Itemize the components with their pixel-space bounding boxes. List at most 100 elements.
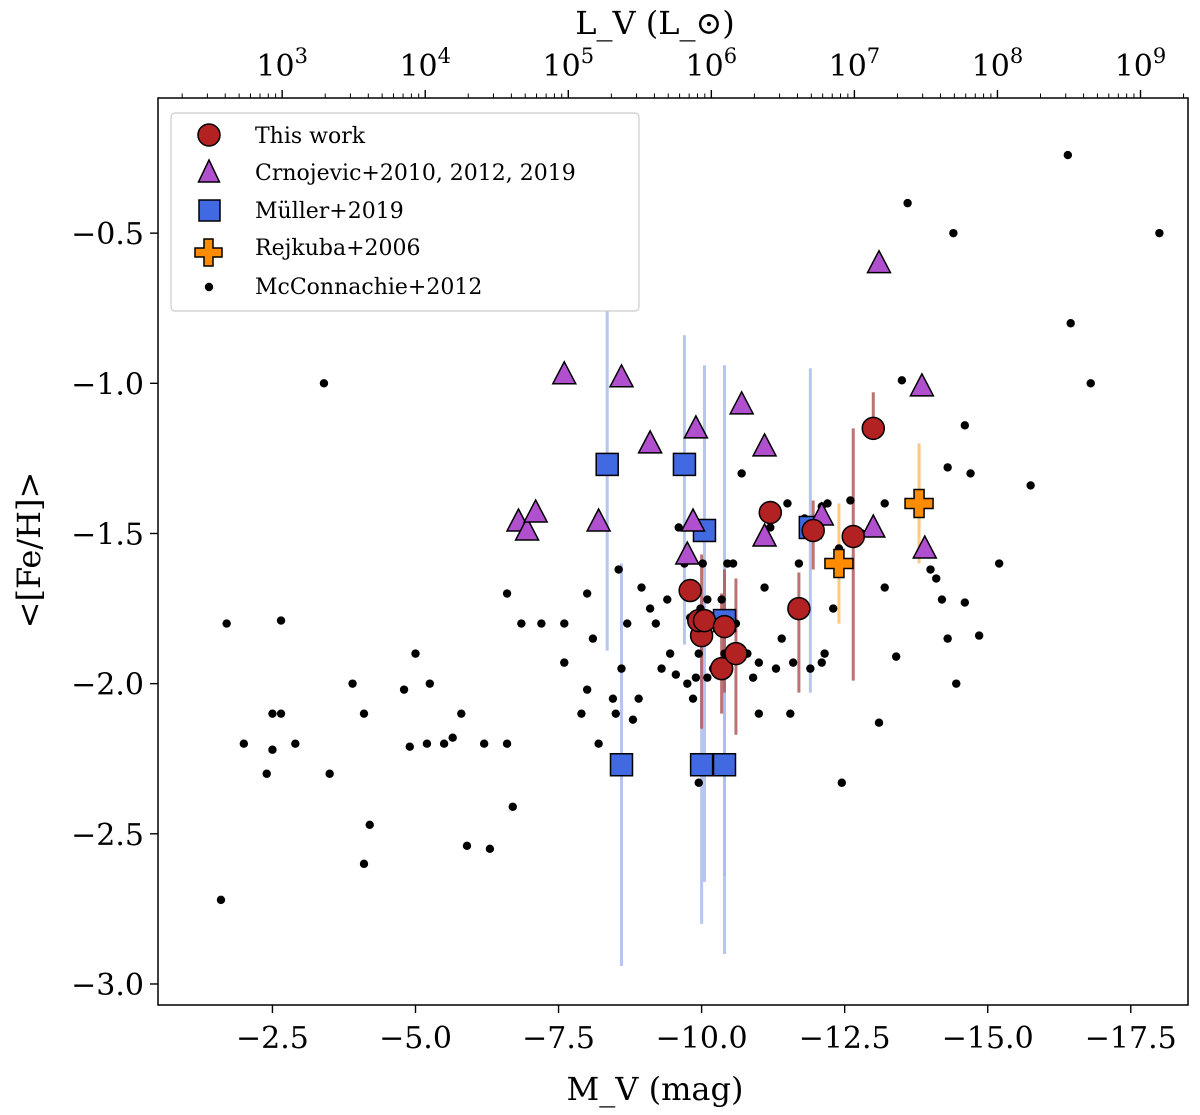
- point-mcconnachie: [502, 589, 512, 598]
- point-crnojevic: [680, 507, 706, 532]
- point-mcconnachie: [1026, 481, 1035, 490]
- point-mcconnachie: [359, 709, 369, 718]
- point-mcconnachie: [760, 583, 769, 592]
- point-rejkuba: [824, 548, 854, 579]
- point-mcconnachie: [508, 802, 517, 811]
- point-mcconnachie: [425, 679, 435, 688]
- x-tick-label: −10.0: [656, 1021, 748, 1056]
- point-crnojevic: [866, 249, 892, 274]
- point-mcconnachie: [239, 739, 249, 748]
- point-mcconnachie: [577, 709, 586, 718]
- point-mcconnachie: [837, 778, 847, 787]
- point-mcconnachie: [582, 685, 592, 694]
- point-mcconnachie: [754, 658, 764, 667]
- legend-label-crnojevic: Crnojevic+2010, 2012, 2019: [255, 161, 576, 186]
- legend-marker-muller: [198, 199, 221, 222]
- point-mcconnachie: [703, 673, 712, 682]
- point-mcconnachie: [932, 574, 941, 583]
- point-crnojevic: [522, 498, 549, 523]
- point-mcconnachie: [966, 469, 975, 478]
- y-tick-label: −2.0: [71, 668, 144, 703]
- top-tick-label: 106: [686, 44, 738, 84]
- point-mcconnachie: [698, 559, 707, 568]
- point-mcconnachie: [262, 769, 271, 778]
- point-crnojevic: [674, 540, 701, 565]
- point-mcconnachie: [949, 228, 958, 238]
- point-mcconnachie: [457, 709, 466, 718]
- top-tick-label: 104: [399, 44, 451, 84]
- point-mcconnachie: [874, 718, 884, 727]
- point-crnojevic: [909, 372, 935, 397]
- top-tick-label: 103: [256, 44, 308, 84]
- top-tick-exponent: 5: [581, 44, 594, 68]
- point-mcconnachie: [897, 376, 907, 385]
- point-mcconnachie: [891, 652, 901, 661]
- point-mcconnachie: [411, 649, 420, 658]
- legend-label-this-work: This work: [255, 124, 366, 149]
- point-mcconnachie: [608, 694, 618, 703]
- point-mcconnachie: [694, 778, 703, 787]
- y-axis-title: <[Fe/H]>: [10, 472, 48, 629]
- y-tick-label: −0.5: [71, 217, 144, 252]
- point-this-work: [712, 614, 737, 639]
- point-mcconnachie: [365, 820, 374, 830]
- point-mcconnachie: [222, 619, 231, 628]
- point-crnojevic: [683, 414, 709, 439]
- point-mcconnachie: [634, 694, 643, 703]
- point-this-work: [724, 641, 748, 666]
- point-mcconnachie: [359, 859, 369, 869]
- point-this-work: [709, 656, 734, 681]
- y-tick-label: −2.5: [71, 818, 144, 853]
- plot-frame: [157, 97, 1189, 1006]
- legend-label-muller: Müller+2019: [255, 199, 404, 224]
- series-crnojevic-2010-2012-2019: [505, 249, 938, 565]
- point-mcconnachie: [880, 583, 889, 592]
- point-mcconnachie: [645, 604, 655, 613]
- top-tick-label: 107: [829, 44, 881, 84]
- point-mcconnachie: [325, 769, 334, 778]
- x-tick-label: −15.0: [942, 1021, 1034, 1056]
- point-mcconnachie: [291, 739, 300, 748]
- data-points: [216, 150, 1164, 905]
- point-mcconnachie: [960, 598, 970, 607]
- point-this-work: [692, 608, 717, 633]
- point-mcconnachie: [276, 709, 286, 718]
- point-mcconnachie: [694, 649, 703, 658]
- point-mcconnachie: [405, 742, 414, 751]
- point-mcconnachie: [846, 496, 855, 505]
- point-mcconnachie: [611, 709, 620, 718]
- point-mcconnachie: [319, 379, 329, 388]
- point-mcconnachie: [537, 619, 546, 628]
- point-crnojevic: [751, 432, 778, 457]
- point-this-work: [678, 578, 702, 603]
- point-mcconnachie: [943, 634, 952, 643]
- x-axis-title: M_V (mag): [567, 1070, 744, 1108]
- point-mcconnachie: [1086, 379, 1095, 388]
- point-mcconnachie: [777, 634, 786, 643]
- point-mcconnachie: [485, 844, 495, 854]
- point-mcconnachie: [439, 739, 449, 748]
- point-crnojevic: [751, 522, 778, 547]
- legend: This work Crnojevic+2010, 2012, 2019 Mül…: [170, 112, 640, 312]
- point-crnojevic: [728, 390, 755, 415]
- point-mcconnachie: [748, 673, 758, 682]
- x-tick-label: −7.5: [522, 1021, 595, 1056]
- y-tick-label: −1.5: [71, 517, 144, 552]
- point-crnojevic: [860, 513, 887, 538]
- point-mcconnachie: [817, 658, 826, 667]
- point-mcconnachie: [448, 733, 457, 742]
- x-tick-label: −12.5: [799, 1021, 891, 1056]
- point-mcconnachie: [674, 523, 683, 532]
- y-tick-label: −1.0: [71, 367, 144, 402]
- point-mcconnachie: [637, 583, 646, 592]
- point-this-work: [841, 524, 865, 549]
- point-mcconnachie: [717, 595, 726, 604]
- y-tick-label: −3.0: [71, 968, 144, 1003]
- legend-box: [170, 112, 640, 312]
- point-muller: [672, 452, 697, 477]
- point-mcconnachie: [663, 595, 672, 604]
- point-mcconnachie: [588, 634, 598, 643]
- point-mcconnachie: [691, 673, 701, 682]
- top-tick-label: 108: [972, 44, 1024, 84]
- point-mcconnachie: [657, 664, 666, 673]
